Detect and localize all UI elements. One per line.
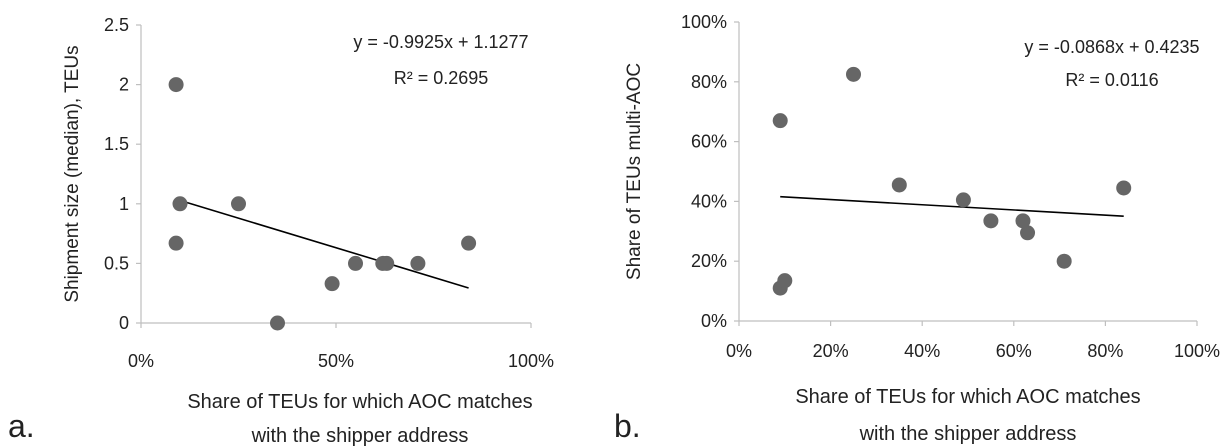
- trendline: [780, 195, 1124, 217]
- data-point: [846, 66, 861, 82]
- y-axis-label: Share of TEUs multi-AOC: [624, 63, 645, 280]
- y-tick-label: 0: [119, 313, 129, 333]
- data-point: [348, 255, 363, 271]
- x-tick-label: 60%: [996, 341, 1032, 361]
- x-axis-label-line-2: with the shipper address: [251, 425, 469, 447]
- y-tick-label: 100%: [681, 12, 727, 32]
- y-tick-label: 60%: [691, 132, 727, 152]
- data-point: [172, 196, 188, 212]
- panel-label: a.: [8, 408, 35, 444]
- x-tick-label: 100%: [508, 351, 554, 371]
- y-tick-label: 40%: [691, 191, 727, 211]
- x-tick-label: 20%: [813, 341, 849, 361]
- chart-panel-b: 0% 20% 40% 60% 80% 100% 0% 20% 40% 60% 80% 100% y = …: [614, 12, 1220, 445]
- trendline: [175, 198, 469, 289]
- y-tick-label: 20%: [691, 251, 727, 271]
- panel-label: b.: [614, 408, 641, 444]
- data-point: [461, 235, 477, 251]
- r-squared-label: R² = 0.2695: [394, 68, 489, 88]
- data-point: [955, 192, 971, 208]
- x-axis-label-line-2: with the shipper address: [859, 423, 1077, 445]
- y-tick-label: 1: [119, 194, 129, 214]
- data-point: [324, 276, 340, 292]
- data-point: [168, 77, 184, 93]
- y-tick-label: 0.5: [104, 253, 129, 273]
- y-tick-label: 1.5: [104, 134, 129, 154]
- data-point: [168, 235, 184, 251]
- data-point: [891, 177, 907, 193]
- y-tick-label: 2: [119, 75, 129, 95]
- x-tick-label: 80%: [1087, 341, 1123, 361]
- r-squared-label: R² = 0.0116: [1065, 70, 1158, 90]
- x-tick-label: 0%: [128, 351, 154, 371]
- chart-panel-a: 0 0.5 1 1.5 2 2.5 0% 50% 100% y = -0.9925x + 1.12…: [8, 15, 554, 447]
- data-point: [777, 273, 793, 289]
- x-axis-label-line-1: Share of TEUs for which AOC matches: [795, 386, 1140, 408]
- x-tick-label: 100%: [1174, 341, 1220, 361]
- y-tick-label: 0%: [701, 311, 727, 331]
- x-tick-label: 50%: [318, 351, 354, 371]
- data-point: [772, 113, 788, 129]
- data-point: [410, 255, 426, 271]
- x-tick-label: 0%: [726, 341, 752, 361]
- y-tick-label: 80%: [691, 72, 727, 92]
- data-point: [983, 213, 999, 229]
- data-point: [1015, 213, 1031, 229]
- data-point: [1020, 225, 1036, 241]
- data-point: [231, 196, 246, 212]
- x-axis-label-line-1: Share of TEUs for which AOC matches: [187, 391, 532, 413]
- data-point: [270, 315, 285, 331]
- y-tick-label: 2.5: [104, 15, 129, 35]
- trendline-equation: y = -0.9925x + 1.1277: [353, 32, 528, 52]
- y-axis-label: Shipment size (median), TEUs: [62, 45, 83, 302]
- data-point: [379, 255, 395, 271]
- data-point: [1056, 253, 1072, 269]
- data-point: [1116, 180, 1132, 196]
- x-tick-label: 40%: [904, 341, 940, 361]
- trendline-equation: y = -0.0868x + 0.4235: [1024, 37, 1199, 57]
